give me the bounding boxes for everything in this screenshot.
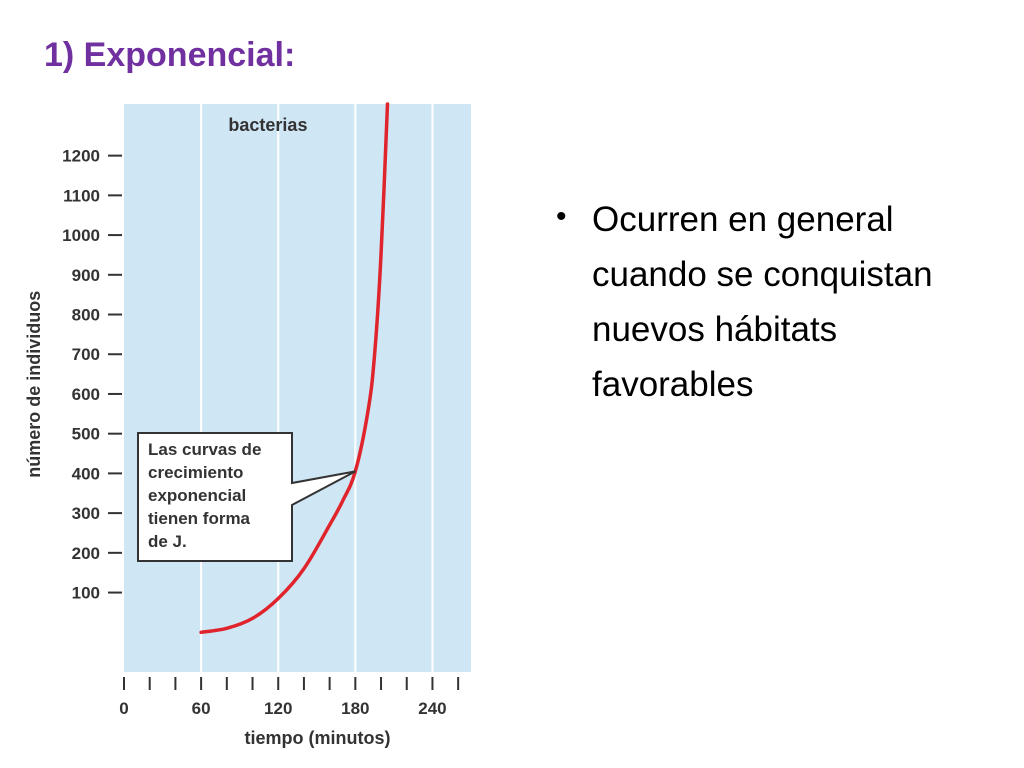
bullet-list: • Ocurren en general cuando se conquista…	[556, 192, 996, 412]
y-tick-label: 900	[72, 266, 100, 285]
callout-text-line: de J.	[148, 532, 187, 551]
y-tick-label: 700	[72, 345, 100, 364]
y-tick-label: 400	[72, 464, 100, 483]
chart-container: Las curvas de crecimiento exponencial tiene…	[24, 102, 471, 748]
y-tick-label: 600	[72, 385, 100, 404]
x-axis: 0 60 120 180 240	[119, 677, 460, 718]
bullet-item: • Ocurren en general cuando se conquista…	[556, 192, 996, 412]
callout-text-line: Las curvas de	[148, 440, 261, 459]
x-axis-label: tiempo (minutos)	[245, 728, 391, 748]
plot-background	[124, 104, 471, 672]
callout-text-line: crecimiento	[148, 463, 243, 482]
bullet-text: Ocurren en general cuando se conquistan …	[592, 200, 933, 404]
callout-text-line: exponencial	[148, 486, 246, 505]
y-tick-label: 200	[72, 544, 100, 563]
y-tick-label: 1100	[63, 186, 100, 205]
grid-lines	[200, 104, 434, 672]
y-tick-label: 800	[72, 306, 100, 325]
y-tick-label: 1200	[62, 147, 100, 166]
bullet-icon: •	[556, 200, 567, 233]
y-axis: 100 200 300 400 500 600 700 800 900 1000 1100 1200	[62, 147, 122, 603]
x-tick-label: 120	[264, 699, 292, 718]
y-tick-label: 300	[72, 504, 100, 523]
y-tick-label: 100	[72, 584, 100, 603]
y-axis-label: número de individuos	[24, 291, 44, 478]
x-tick-label: 60	[192, 699, 211, 718]
exponential-growth-chart: Las curvas de crecimiento exponencial tiene…	[24, 102, 471, 748]
x-tick-label: 180	[341, 699, 369, 718]
legend-label-bacterias: bacterias	[228, 115, 307, 135]
callout-annotation: Las curvas de crecimiento exponencial tiene…	[137, 432, 356, 562]
callout-text-line: tienen forma	[148, 509, 251, 528]
callout-text: Las curvas de crecimiento exponencial tiene…	[148, 440, 261, 551]
callout-box	[137, 432, 356, 562]
slide-title: 1) Exponencial:	[44, 36, 296, 74]
y-tick-label: 500	[72, 425, 100, 444]
x-tick-label: 0	[119, 699, 128, 718]
y-tick-label: 1000	[62, 226, 100, 245]
series-line-bacterias	[199, 102, 390, 635]
x-tick-label: 240	[418, 699, 446, 718]
